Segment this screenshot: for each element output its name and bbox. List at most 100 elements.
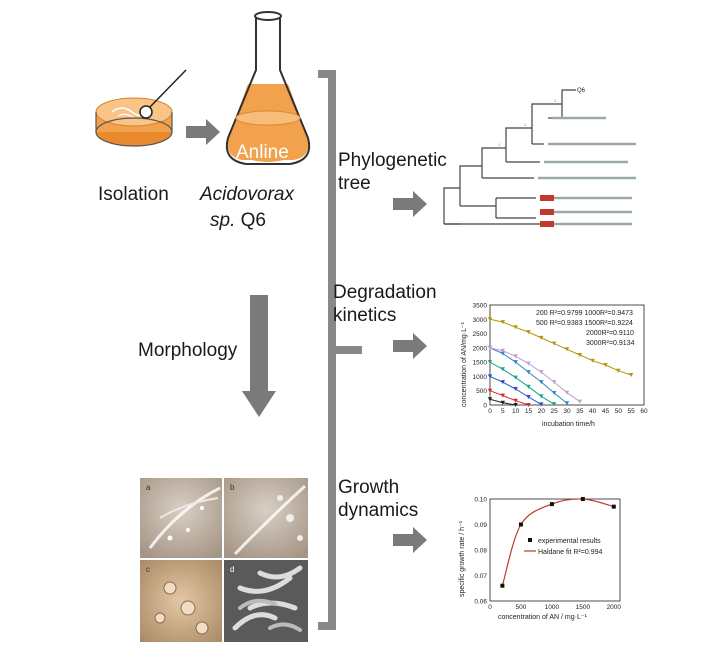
- degradation-x-tick-label: 30: [563, 408, 571, 415]
- degradation-data-point: [526, 330, 531, 335]
- growth-data-point: [518, 522, 523, 527]
- right-arrow-icon: [186, 119, 220, 145]
- degradation-y-tick-label: 0: [483, 403, 487, 410]
- degradation-data-point: [564, 390, 570, 395]
- growth-x-tick-label: 1000: [545, 604, 560, 611]
- degradation-x-tick-label: 40: [589, 408, 597, 415]
- degradation-data-point: [500, 320, 506, 325]
- flask-label: Anline: [236, 142, 289, 163]
- degradation-data-point: [487, 374, 493, 379]
- growth-x-tick-label: 2000: [607, 604, 622, 611]
- svg-text:1: 1: [498, 142, 501, 147]
- degradation-data-point: [513, 387, 518, 391]
- degradation-data-point: [500, 348, 506, 353]
- degradation-x-tick-label: 15: [525, 408, 533, 415]
- growth-y-tick-label: 0.06: [474, 599, 487, 606]
- degradation-data-point: [526, 370, 531, 375]
- degradation-data-point: [500, 380, 506, 385]
- degradation-data-point: [628, 373, 634, 377]
- degradation-data-point: [551, 391, 557, 395]
- growth-data-point: [549, 502, 554, 507]
- degradation-x-tick-label: 45: [602, 408, 610, 415]
- degradation-data-point: [564, 401, 570, 406]
- degradation-x-tick-label: 50: [615, 408, 623, 415]
- degradation-series-line: [489, 318, 632, 376]
- growth-y-tick-label: 0.10: [474, 497, 487, 504]
- degradation-data-point: [616, 368, 621, 373]
- degradation-y-tick-label: 1000: [473, 374, 488, 381]
- degradation-data-point: [500, 351, 506, 356]
- degradation-x-tick-label: 55: [628, 408, 636, 415]
- degradation-y-tick-label: 2500: [473, 331, 488, 338]
- panel-c-label: c: [146, 565, 150, 574]
- degradation-series-line: [489, 347, 581, 402]
- degradation-data-point: [500, 400, 506, 405]
- degradation-data-point: [500, 393, 506, 398]
- degradation-data-point: [539, 402, 544, 407]
- degradation-data-point: [526, 395, 531, 399]
- degradation-x-tick-label: 10: [512, 408, 520, 415]
- degradation-data-point: [539, 380, 544, 385]
- morphology-micrographs: a b c d: [140, 478, 308, 642]
- degradation-data-point: [513, 375, 518, 380]
- degradation-y-tick-label: 500: [476, 388, 487, 395]
- degradation-x-tick-label: 0: [488, 408, 492, 415]
- degradation-x-tick-label: 60: [640, 408, 648, 415]
- growth-y-tick-label: 0.08: [474, 548, 487, 555]
- growth-y-tick-label: 0.07: [474, 573, 487, 580]
- growth-data-point: [500, 583, 505, 588]
- degradation-data-point: [487, 397, 493, 402]
- isolation-label: Isolation: [98, 184, 169, 205]
- degradation-x-tick-label: 25: [551, 408, 559, 415]
- degradation-data-point: [513, 403, 518, 407]
- degradation-data-point: [513, 360, 518, 365]
- degradation-data-point: [513, 325, 518, 330]
- degradation-chart: 0 500 1000 1500 2000 2500 3000 3500 0 5 10 15 20 25 3…: [461, 303, 648, 429]
- growth-x-tick-label: 1500: [576, 604, 591, 611]
- degradation-legend-1: 200 R²=0.9799 1000R²=0.9473: [536, 310, 633, 317]
- degradation-x-tick-label: 5: [501, 408, 505, 415]
- degradation-data-point: [487, 388, 493, 393]
- degradation-label-2: kinetics: [333, 305, 397, 326]
- svg-text:1: 1: [554, 98, 557, 103]
- growth-data-point: [580, 497, 585, 501]
- degradation-y-tick-label: 1500: [473, 360, 488, 367]
- degradation-label-1: Degradation: [333, 282, 437, 303]
- degradation-data-point: [551, 341, 557, 346]
- svg-text:1: 1: [524, 122, 527, 127]
- growth-x-axis-label: concentration of AN / mg·L⁻¹: [498, 614, 588, 621]
- degradation-y-tick-label: 3000: [473, 317, 488, 324]
- degradation-data-point: [590, 358, 595, 363]
- degradation-y-tick-label: 3500: [473, 303, 488, 310]
- degradation-data-point: [603, 363, 608, 367]
- degradation-series-line: [489, 390, 529, 406]
- strain-name: sp. Q6: [210, 210, 266, 231]
- degradation-data-point: [487, 360, 493, 365]
- degradation-data-point: [513, 354, 518, 359]
- degradation-data-point: [539, 370, 544, 375]
- phylogenetic-label-2: tree: [338, 173, 371, 194]
- growth-label-1: Growth: [338, 477, 400, 498]
- phylogenetic-label-1: Phylogenetic: [338, 150, 447, 171]
- taxon-q6-label: Q6: [577, 88, 586, 94]
- growth-legend-fit: Haldane fit R²=0.994: [538, 549, 603, 556]
- degradation-data-point: [526, 361, 531, 366]
- degradation-legend-4: 3000R²=0.9134: [586, 340, 635, 347]
- bracket-connector: [318, 70, 362, 630]
- growth-data-point: [611, 504, 616, 509]
- growth-legend-points: experimental results: [538, 538, 601, 545]
- degradation-y-tick-label: 2000: [473, 345, 488, 352]
- degradation-legend-2: 500 R²=0.9383 1500R²=0.9224: [536, 320, 633, 327]
- down-arrow-icon: [242, 295, 276, 417]
- degradation-data-point: [500, 367, 506, 372]
- morphology-label: Morphology: [138, 340, 238, 361]
- right-arrow-icon: [393, 333, 427, 359]
- degradation-data-point: [551, 380, 557, 385]
- degradation-legend-3: 2000R²=0.9110: [586, 330, 634, 337]
- legend-point-marker: [528, 538, 532, 542]
- growth-y-tick-label: 0.09: [474, 522, 487, 529]
- degradation-data-point: [526, 384, 531, 389]
- right-arrow-icon: [393, 527, 427, 553]
- degradation-data-point: [539, 394, 544, 399]
- growth-x-tick-label: 0: [488, 604, 492, 611]
